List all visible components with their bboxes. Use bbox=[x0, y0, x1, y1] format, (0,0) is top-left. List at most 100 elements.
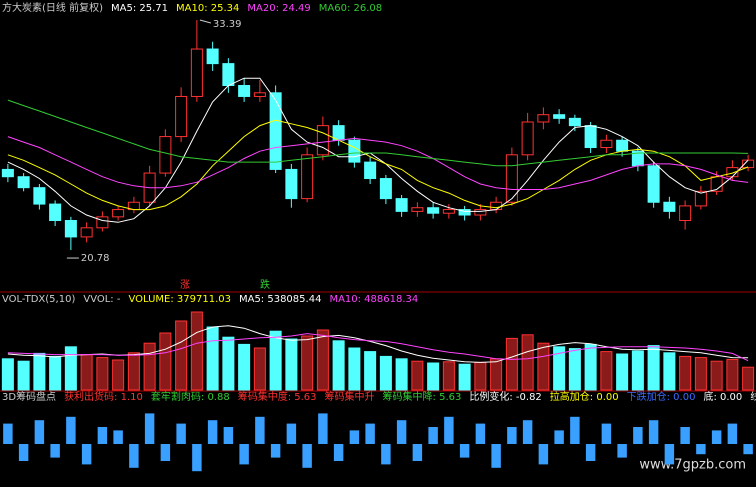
signal: 跌 bbox=[260, 278, 270, 291]
chip-bar bbox=[223, 427, 234, 444]
volume-bar bbox=[112, 359, 125, 391]
chip-bar bbox=[570, 416, 580, 444]
candle-body bbox=[80, 227, 93, 238]
candle-body bbox=[411, 207, 424, 212]
candle-body bbox=[1, 168, 14, 178]
candle-body bbox=[238, 85, 251, 97]
legend-entry: MA10: 25.34 bbox=[176, 3, 239, 14]
chip-bar bbox=[302, 444, 312, 468]
candle-body bbox=[301, 154, 314, 200]
chip-bar bbox=[727, 423, 738, 444]
volume-bar bbox=[505, 337, 518, 391]
chip-bar bbox=[144, 413, 155, 444]
chip-bar bbox=[648, 420, 659, 444]
chip-bar bbox=[381, 444, 391, 465]
legend-entry: 筹码集中降: 5.63 bbox=[383, 390, 462, 403]
volume-bar bbox=[127, 352, 140, 391]
chip-bar bbox=[50, 444, 60, 458]
candle-body bbox=[33, 187, 46, 205]
candle-body bbox=[379, 178, 392, 200]
candle-body bbox=[521, 121, 534, 156]
candle-body bbox=[458, 209, 471, 216]
volume-bar bbox=[80, 354, 93, 391]
volume-bar bbox=[379, 355, 392, 391]
volume-bar bbox=[64, 346, 77, 391]
ma-line bbox=[7, 99, 749, 167]
volume-bar bbox=[269, 330, 282, 391]
volume-bar bbox=[206, 326, 219, 391]
legend-entry: MA5: 25.71 bbox=[111, 3, 168, 14]
chip-bar bbox=[333, 444, 344, 461]
legend-entry: MA60: 26.08 bbox=[319, 3, 382, 14]
volume-bar bbox=[442, 361, 455, 391]
volume-bar bbox=[190, 311, 203, 391]
chip-bar bbox=[286, 423, 297, 444]
chip-bar bbox=[459, 444, 470, 458]
legend-entry: MA20: 24.49 bbox=[247, 3, 310, 14]
candle-body bbox=[568, 117, 581, 127]
ma-line bbox=[7, 136, 749, 190]
candle-body bbox=[285, 168, 298, 200]
chip-bar bbox=[3, 423, 13, 444]
chip-bar bbox=[18, 444, 29, 461]
volume-bar bbox=[253, 347, 266, 391]
legend-entry: MA10: 488618.34 bbox=[329, 294, 418, 305]
volume-bar bbox=[521, 334, 534, 391]
volume-bar bbox=[568, 348, 581, 391]
volume-bar bbox=[427, 362, 440, 391]
legend-entry: 筹码集中度: 5.63 bbox=[238, 390, 317, 403]
candle-body bbox=[427, 207, 440, 214]
candle-body bbox=[647, 165, 660, 203]
legend-entry: 下跌加仓: 0.00 bbox=[627, 390, 696, 403]
chip-bar bbox=[633, 427, 643, 444]
candle-body bbox=[253, 92, 266, 97]
arrow bbox=[199, 19, 212, 24]
legend-entry: 线1: 10.00 bbox=[750, 390, 756, 403]
volume-bar bbox=[285, 338, 298, 391]
chip-bar bbox=[711, 430, 722, 444]
volume-bar bbox=[222, 336, 235, 391]
legend-entry: VVOL: - bbox=[83, 294, 120, 305]
chip-bar bbox=[601, 423, 612, 444]
chip-bar bbox=[66, 416, 76, 444]
volume-bar bbox=[694, 357, 707, 391]
legend-entry: 底: 0.00 bbox=[703, 390, 742, 403]
chip-bar bbox=[617, 444, 627, 458]
chip-bar bbox=[554, 430, 564, 444]
candle-body bbox=[537, 114, 550, 123]
volume-bar bbox=[584, 343, 597, 391]
chip-bar bbox=[176, 423, 186, 444]
candle-body bbox=[159, 136, 172, 174]
chip-bar bbox=[113, 430, 123, 444]
candle-body bbox=[694, 190, 707, 207]
volume-bar bbox=[411, 360, 424, 391]
volume-bar bbox=[631, 350, 644, 391]
chip-bar bbox=[396, 420, 407, 444]
candle-body bbox=[17, 176, 30, 189]
chip-bar bbox=[129, 444, 139, 468]
legend-entry: VOLUME: 379711.03 bbox=[128, 294, 231, 305]
candle-body bbox=[395, 198, 408, 212]
legend-entry: 筹码集中升 bbox=[325, 390, 375, 403]
volume-bar bbox=[726, 358, 739, 391]
volume-bar bbox=[159, 332, 172, 391]
candle-body bbox=[584, 125, 597, 149]
chip-bar bbox=[97, 427, 108, 444]
volume-bar bbox=[17, 360, 30, 391]
volume-bar bbox=[143, 342, 156, 391]
ma-line bbox=[7, 119, 749, 211]
volume-bar bbox=[663, 352, 676, 391]
volume-bar bbox=[679, 355, 692, 391]
candle-body bbox=[190, 48, 203, 97]
legend-entry: MA5: 538085.44 bbox=[239, 294, 321, 305]
volume-bar bbox=[742, 366, 755, 391]
chip-bar bbox=[318, 413, 328, 444]
volume-bar bbox=[474, 361, 487, 391]
chip-bar bbox=[680, 427, 690, 444]
volume-bar bbox=[96, 357, 109, 391]
volume-bar bbox=[332, 340, 345, 391]
watermark: www.7gpzb.com bbox=[639, 458, 746, 473]
volume-bar bbox=[553, 346, 566, 391]
volume-bar bbox=[490, 358, 503, 391]
legend-entry: 比例变化: -0.82 bbox=[469, 390, 541, 403]
